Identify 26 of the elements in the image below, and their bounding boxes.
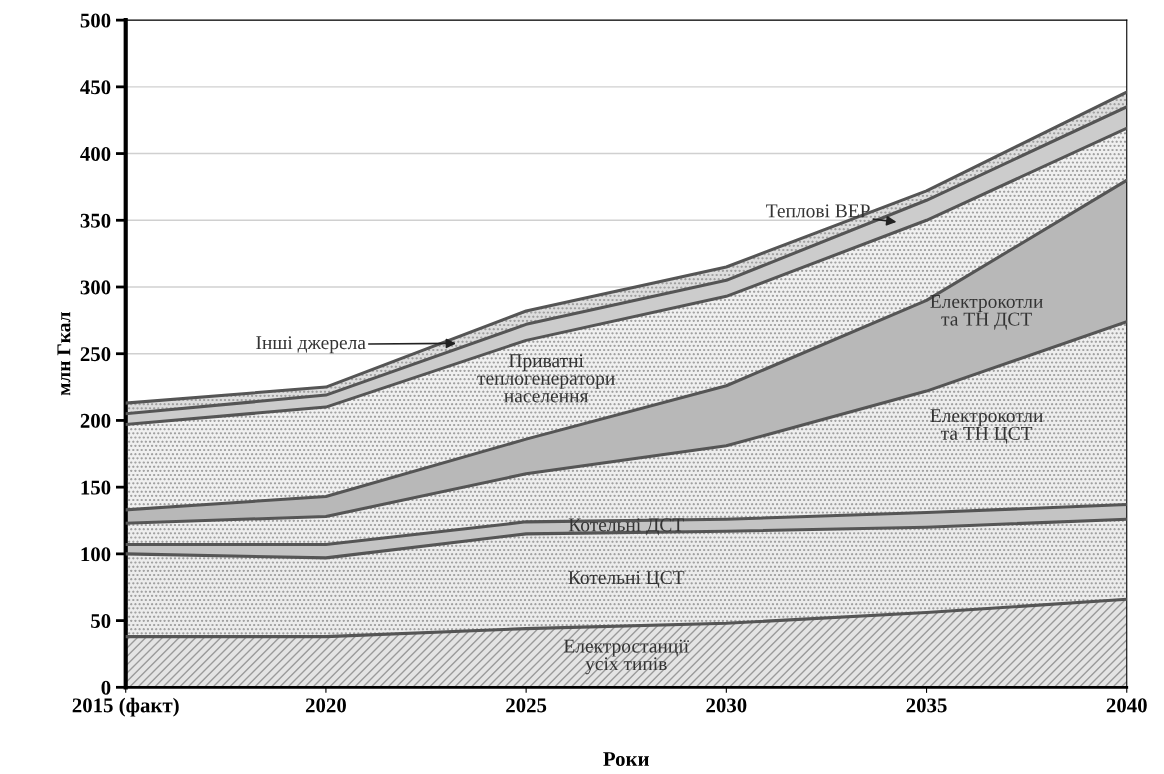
y-tick-label: 300 [80,280,111,295]
y-tick-label: 100 [81,547,111,562]
x-tick-label: 2020 [305,698,346,713]
y-tick-label: 250 [80,347,111,362]
y-tick-label: 150 [81,480,111,495]
x-axis-title: Роки [603,752,649,767]
series-label: Приватні теплогенератори населення [477,354,615,403]
series-label: Теплові ВЕР [766,204,870,218]
y-tick-label: 50 [91,613,111,629]
y-axis-title: млн Гкал [57,312,71,396]
y-tick-label: 350 [80,213,111,228]
y-tick-label: 500 [80,13,111,28]
x-tick-label: 2015 (факт) [72,697,179,717]
series-label: Інші джерела [256,336,366,354]
x-tick-label: 2040 [1106,698,1147,713]
series-label: Електростанції усіх типів [563,639,690,675]
y-tick-label: 450 [80,80,111,95]
x-tick-label: 2025 [506,698,547,713]
y-tick-label: 200 [80,413,111,428]
y-tick-label: 400 [80,146,111,161]
x-tick-label: 2030 [706,698,747,713]
series-label: Котельні ЦСТ [568,571,685,589]
series-label: Електрокотли та ТН ЦСТ [930,409,1043,444]
x-tick-label: 2035 [906,698,947,713]
y-tick-label: 0 [101,680,111,695]
series-label: Електрокотли та ТН ДСТ [930,295,1043,330]
